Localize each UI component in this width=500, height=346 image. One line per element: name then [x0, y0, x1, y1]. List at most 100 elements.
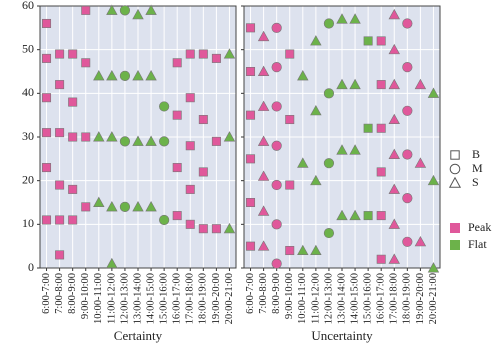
data-point: [271, 179, 282, 191]
data-point: [388, 78, 400, 90]
data-point: [285, 115, 295, 125]
data-point: [388, 113, 400, 125]
x-tick-label: 7:00-8:00: [54, 273, 65, 314]
legend-label: M: [472, 161, 483, 175]
data-point: [388, 183, 400, 194]
data-point: [323, 227, 335, 239]
data-point: [81, 132, 91, 142]
data-point: [185, 219, 195, 229]
data-point: [68, 49, 78, 59]
data-point: [159, 136, 170, 147]
data-point: [323, 18, 335, 29]
data-point: [363, 123, 373, 133]
data-point: [310, 35, 322, 46]
data-point: [257, 30, 270, 42]
x-tick-label: 9:00-10:00: [284, 273, 295, 319]
x-tick-label: 11:00-12:00: [106, 273, 117, 324]
x-tick-label: 10:00-11:00: [297, 273, 308, 324]
data-point: [132, 70, 144, 81]
data-point: [336, 209, 348, 221]
data-point: [42, 93, 52, 103]
data-point: [285, 180, 295, 190]
data-point: [402, 236, 413, 247]
data-point: [323, 158, 335, 169]
data-point: [223, 131, 236, 142]
data-point: [388, 8, 400, 20]
data-point: [257, 100, 270, 111]
data-point: [68, 132, 78, 142]
data-point: [55, 215, 65, 225]
data-point: [223, 48, 236, 59]
x-tick-label: 12:00-13:00: [323, 273, 334, 324]
x-tick-label: 8:00-9:00: [271, 273, 282, 314]
x-tick-label: 12:00-13:00: [119, 273, 130, 324]
plot-frame: [243, 5, 441, 269]
x-tick-label: 13:00-14:00: [132, 273, 143, 324]
data-point: [297, 157, 309, 168]
data-point: [81, 58, 91, 68]
legend-label: S: [472, 175, 479, 189]
data-point: [119, 136, 131, 147]
data-point: [376, 80, 386, 90]
x-tick-label: 8:00-9:00: [67, 273, 78, 314]
data-point: [257, 65, 270, 76]
legend-label: Peak: [468, 220, 491, 234]
data-point: [246, 198, 256, 208]
data-point: [257, 205, 270, 216]
data-point: [323, 88, 335, 99]
data-point: [211, 136, 221, 146]
data-point: [427, 87, 440, 98]
data-point: [336, 13, 348, 24]
x-tick-label: 16:00-17:00: [172, 273, 183, 324]
legend-symbol: [449, 163, 461, 175]
data-point: [93, 196, 105, 207]
x-tick-label: 19:00-20:00: [211, 273, 222, 324]
x-tick-label: 6:00-7:00: [41, 273, 52, 314]
plot-frame: [39, 5, 237, 269]
x-tick-label: 17:00-18:00: [389, 273, 400, 324]
data-point: [349, 13, 361, 24]
data-point: [68, 97, 78, 107]
data-point: [246, 154, 256, 164]
data-point: [285, 246, 295, 256]
data-point: [376, 36, 386, 46]
data-point: [145, 135, 157, 146]
data-point: [172, 163, 182, 173]
data-point: [93, 70, 105, 81]
y-tick-label: 40: [22, 85, 34, 99]
data-point: [349, 78, 361, 90]
data-point: [211, 224, 221, 234]
y-tick-label: 20: [22, 172, 34, 186]
data-point: [55, 128, 65, 138]
y-tick-label: 30: [22, 129, 34, 143]
data-point: [198, 49, 208, 59]
data-point: [198, 167, 208, 177]
data-point: [402, 149, 413, 160]
data-point: [172, 110, 182, 120]
x-tick-label: 20:00-21:00: [224, 273, 235, 324]
legend-symbol: [448, 176, 462, 188]
data-point: [198, 224, 208, 234]
data-point: [310, 174, 322, 186]
data-point: [388, 148, 400, 159]
legend-label: Flat: [468, 237, 487, 251]
data-point: [271, 258, 282, 269]
data-point: [106, 4, 118, 15]
x-tick-label: 19:00-20:00: [415, 273, 426, 324]
data-point: [223, 222, 236, 234]
data-point: [414, 78, 427, 90]
data-point: [172, 211, 182, 221]
data-point: [42, 163, 52, 173]
x-tick-label: 15:00-16:00: [159, 273, 170, 324]
data-point: [132, 8, 144, 20]
data-point: [310, 104, 322, 116]
x-tick-label: 14:00-15:00: [145, 273, 156, 324]
data-point: [297, 244, 309, 256]
data-point: [198, 115, 208, 125]
data-point: [271, 219, 282, 230]
x-tick-label: 13:00-14:00: [336, 273, 347, 324]
data-point: [402, 193, 413, 204]
data-point: [132, 201, 144, 212]
x-axis-label: Certainty: [114, 328, 163, 343]
data-point: [336, 78, 348, 90]
